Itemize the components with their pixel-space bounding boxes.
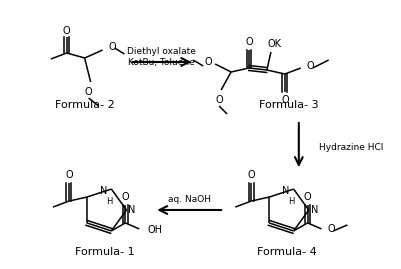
Text: H: H xyxy=(288,197,295,206)
Text: O: O xyxy=(307,61,314,71)
Text: O: O xyxy=(245,37,253,47)
Text: Formula- 1: Formula- 1 xyxy=(75,247,134,257)
Text: N: N xyxy=(311,205,318,215)
Text: Formula- 3: Formula- 3 xyxy=(259,100,319,110)
Text: OK: OK xyxy=(268,39,282,49)
Text: aq. NaOH: aq. NaOH xyxy=(168,196,211,204)
Text: O: O xyxy=(63,26,71,36)
Text: N: N xyxy=(282,186,290,196)
Text: Formula- 2: Formula- 2 xyxy=(55,100,115,110)
Text: O: O xyxy=(304,192,312,202)
Text: O: O xyxy=(247,170,255,180)
Text: N: N xyxy=(100,186,107,196)
Text: O: O xyxy=(109,42,116,52)
Text: O: O xyxy=(281,95,289,105)
Text: N: N xyxy=(128,205,136,215)
Text: O: O xyxy=(65,170,73,180)
Text: Diethyl oxalate: Diethyl oxalate xyxy=(127,48,196,56)
Text: H: H xyxy=(106,197,113,206)
Text: O: O xyxy=(205,57,212,67)
Text: KotBu, Toluene: KotBu, Toluene xyxy=(128,58,195,66)
Text: Hydrazine HCl: Hydrazine HCl xyxy=(319,143,383,153)
Text: O: O xyxy=(85,87,93,97)
Text: OH: OH xyxy=(147,225,162,235)
Text: O: O xyxy=(122,192,129,202)
Text: O: O xyxy=(215,95,223,105)
Text: O: O xyxy=(328,224,335,234)
Text: Formula- 4: Formula- 4 xyxy=(257,247,317,257)
